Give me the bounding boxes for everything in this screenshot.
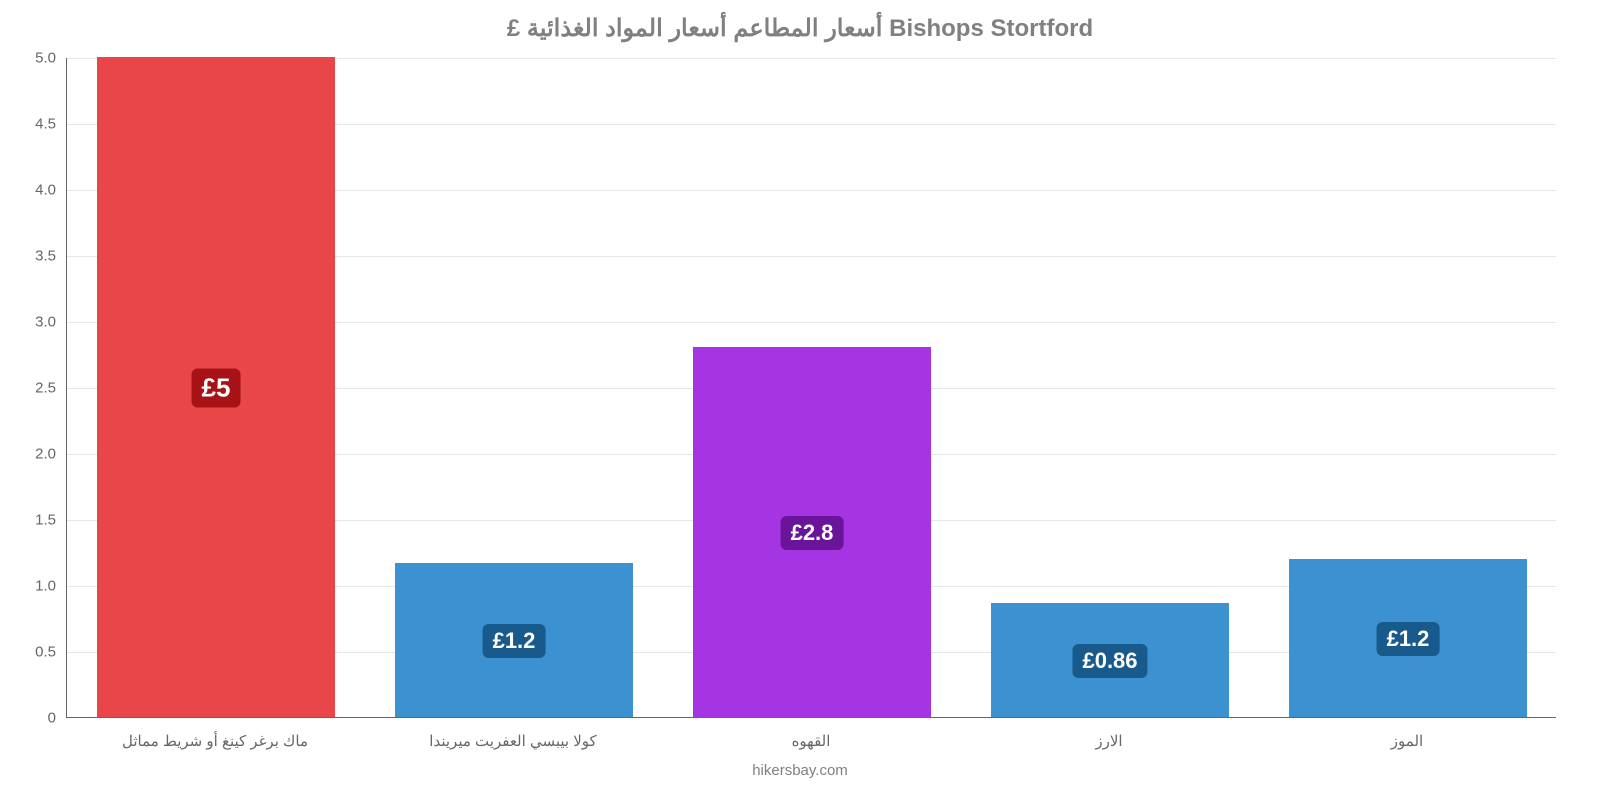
ytick-label: 1.0 (0, 578, 56, 595)
ytick-label: 3.5 (0, 248, 56, 265)
plot-area: £5 £1.2 £2.8 £0.86 £1.2 (66, 58, 1556, 718)
price-bar-chart: £ أسعار المطاعم أسعار المواد الغذائية Bi… (0, 0, 1600, 800)
xtick-label: الارز (1095, 732, 1122, 750)
ytick-label: 4.0 (0, 182, 56, 199)
value-badge: £0.86 (1072, 644, 1147, 678)
value-badge: £1.2 (483, 624, 546, 658)
chart-title: £ أسعار المطاعم أسعار المواد الغذائية Bi… (0, 14, 1600, 43)
xtick-label: كولا بيبسي العفريت ميريندا (429, 732, 596, 750)
ytick-label: 3.0 (0, 314, 56, 331)
ytick-label: 4.5 (0, 116, 56, 133)
ytick-label: 5.0 (0, 50, 56, 67)
ytick-label: 2.5 (0, 380, 56, 397)
ytick-label: 0.5 (0, 644, 56, 661)
ytick-label: 1.5 (0, 512, 56, 529)
ytick-label: 0 (0, 710, 56, 727)
source-label: hikersbay.com (0, 762, 1600, 779)
ytick-label: 2.0 (0, 446, 56, 463)
xtick-label: القهوه (792, 732, 831, 750)
value-badge: £1.2 (1377, 622, 1440, 656)
xtick-label: الموز (1391, 732, 1423, 750)
value-badge: £2.8 (781, 516, 844, 550)
value-badge: £5 (192, 369, 241, 408)
xtick-label: ماك برغر كينغ أو شريط مماثل (122, 732, 308, 750)
